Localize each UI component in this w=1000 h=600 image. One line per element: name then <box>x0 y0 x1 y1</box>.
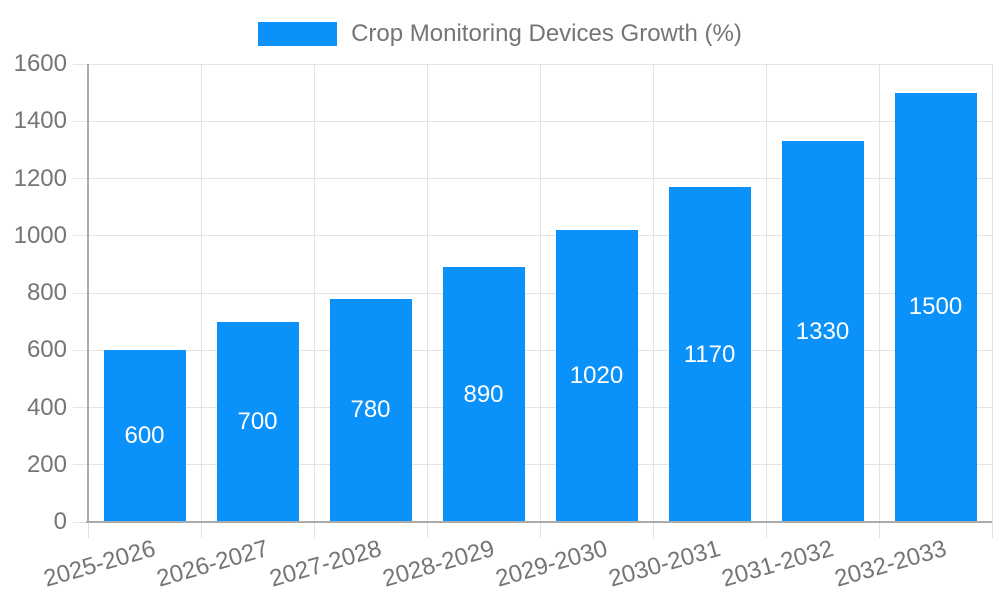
bar-2030-2031: 1170 <box>668 187 751 522</box>
gridline-x-boundary <box>765 64 767 538</box>
y-tick-label: 600 <box>26 336 67 364</box>
y-tick-label: 1600 <box>13 50 67 77</box>
gridline-y-1000 <box>73 235 992 237</box>
gridline-x-boundary <box>878 64 880 538</box>
bar-2027-2028: 780 <box>329 298 412 522</box>
gridline-x-boundary <box>652 64 654 538</box>
gridline-x-boundary <box>539 64 541 538</box>
gridline-y-1200 <box>73 178 992 179</box>
y-tick-label: 400 <box>26 393 67 421</box>
bar-2032-2033: 1500 <box>894 92 977 522</box>
gridline-y-600 <box>73 349 992 351</box>
gridline-y-1400 <box>73 120 992 122</box>
gridline-x-boundary <box>991 64 993 538</box>
legend-swatch <box>258 22 338 46</box>
legend-label: Crop Monitoring Devices Growth (%) <box>351 20 742 47</box>
gridline-x-boundary <box>313 64 315 538</box>
bar-2029-2030: 1020 <box>555 230 638 522</box>
bar-2026-2027: 700 <box>216 321 299 522</box>
gridline-x-boundary <box>200 64 202 538</box>
gridline-x-boundary <box>426 64 428 538</box>
bar-value-label: 1500 <box>908 293 963 321</box>
bar-2025-2026: 600 <box>103 350 186 522</box>
gridline-y-200 <box>73 464 992 466</box>
y-tick-label: 0 <box>53 508 67 535</box>
y-tick-label: 1200 <box>13 164 67 192</box>
bar-value-label: 700 <box>237 407 278 435</box>
bar-value-label: 780 <box>350 396 391 424</box>
bar-value-label: 600 <box>124 422 165 450</box>
y-tick-label: 1000 <box>13 221 67 249</box>
bar-2031-2032: 1330 <box>781 141 864 522</box>
gridline-y-1600 <box>73 63 992 65</box>
bar-2028-2029: 890 <box>442 267 525 522</box>
y-tick-label: 200 <box>26 450 67 478</box>
x-axis-line <box>86 521 992 523</box>
bar-value-label: 890 <box>463 380 504 408</box>
plot-area: 600 700 780 890 1020 1170 1330 1500 <box>73 63 993 538</box>
bar-value-label: 1020 <box>569 362 624 390</box>
y-tick-label: 1400 <box>13 107 67 135</box>
gridline-y-400 <box>73 407 992 408</box>
y-tick-label: 800 <box>26 279 67 306</box>
bar-value-label: 1330 <box>795 317 850 345</box>
bar-value-label: 1170 <box>683 340 736 368</box>
y-axis-line <box>87 64 89 523</box>
gridline-y-800 <box>73 292 992 294</box>
chart-legend: Crop Monitoring Devices Growth (%) <box>0 20 1000 48</box>
